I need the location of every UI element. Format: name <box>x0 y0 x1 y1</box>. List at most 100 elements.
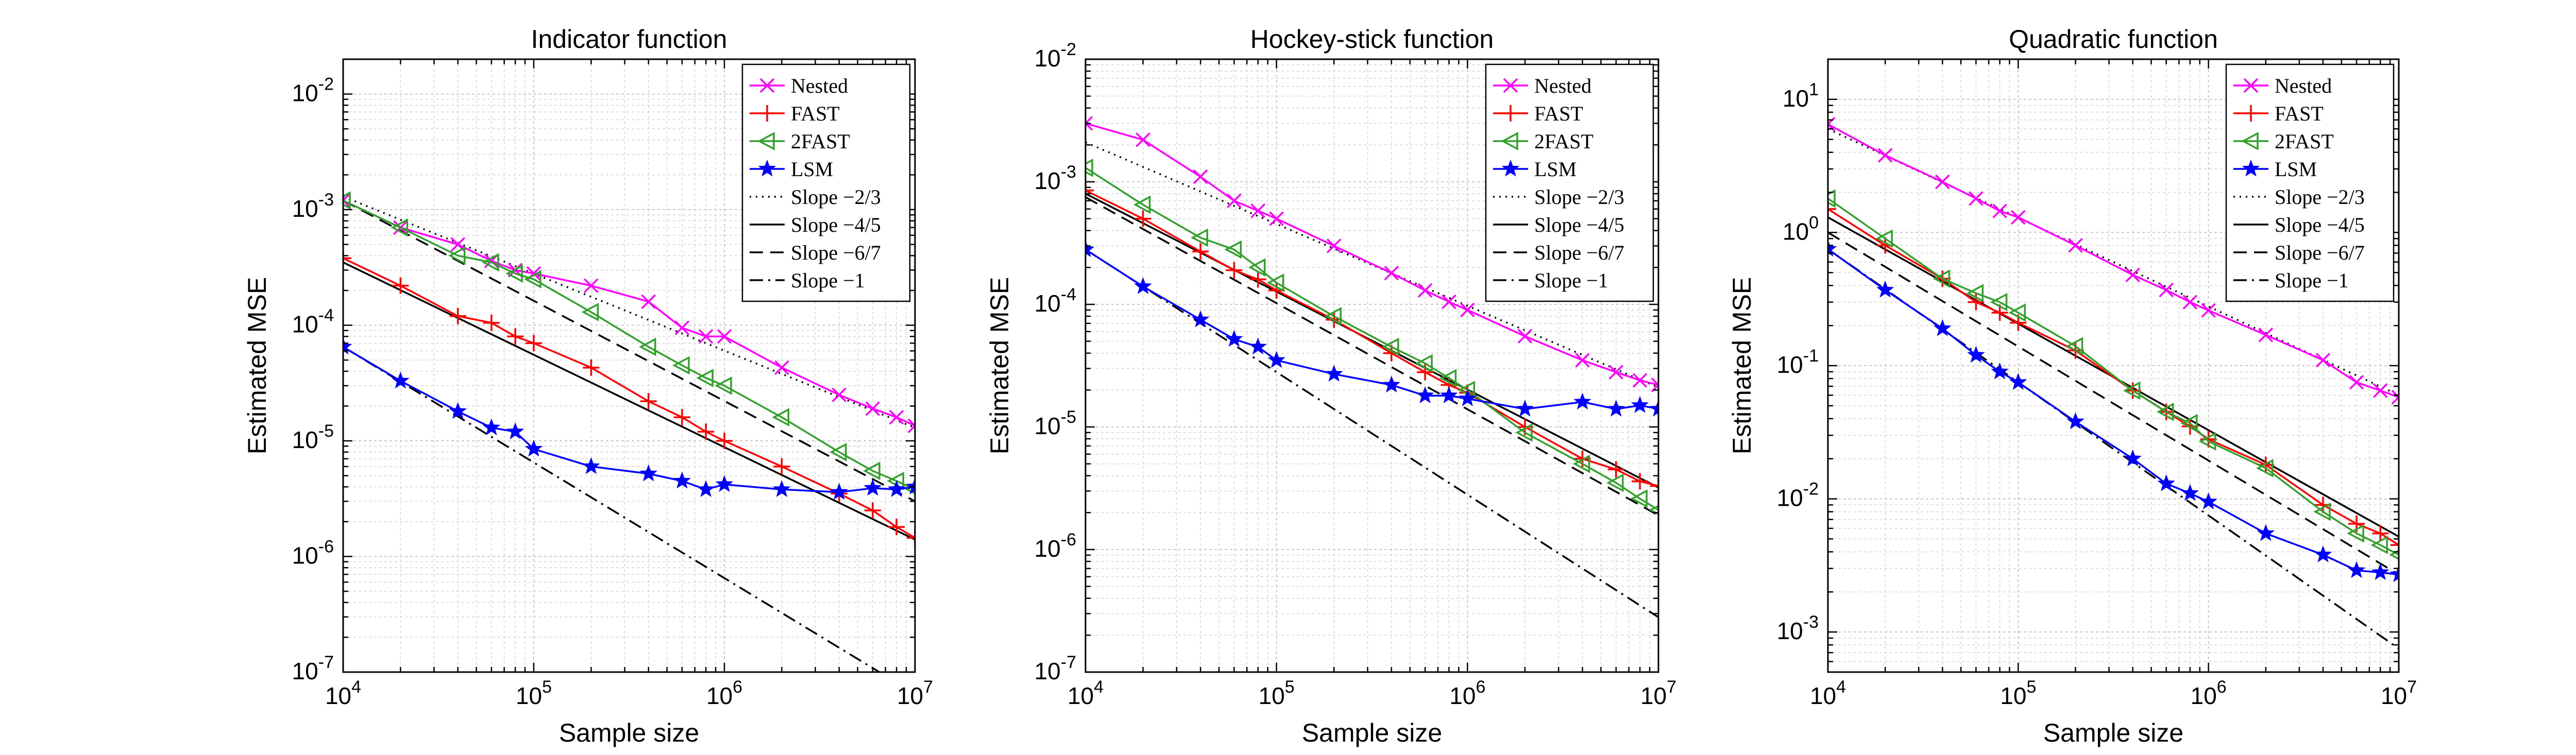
series-3-point-1 <box>392 371 410 389</box>
y-tick-label-4: 10-3 <box>292 190 334 222</box>
series-2-point-3 <box>1224 240 1242 259</box>
series-0-point-7 <box>641 294 656 309</box>
series-1-point-14 <box>1632 473 1649 490</box>
series-2-point-7 <box>639 337 656 356</box>
x-axis-label: Sample size <box>1302 718 1442 747</box>
series-3-point-2 <box>449 402 467 419</box>
series-2-point-13 <box>1606 473 1624 492</box>
reference-line-6 <box>1086 196 1658 517</box>
series-line-1 <box>1086 190 1658 487</box>
series-1-point-9 <box>698 423 715 440</box>
series-0-point-11 <box>1517 329 1533 344</box>
series-1-point-0 <box>1086 182 1094 199</box>
series-3-point-0 <box>1828 239 1837 257</box>
legend: Nested FAST 2FAST LSM Slope −2/3 Slope −4/5 Sl… <box>2225 63 2395 302</box>
series-2-point-13 <box>2347 524 2364 543</box>
series-3-point-14 <box>1631 396 1649 413</box>
series-3-point-15 <box>2389 565 2399 582</box>
x-tick-label-1: 105 <box>516 677 552 709</box>
series-0-point-5 <box>2011 210 2026 225</box>
series-1-point-14 <box>888 519 905 536</box>
series-0-point-14 <box>889 409 904 425</box>
y-tick-label-0: 10-7 <box>1035 653 1076 684</box>
legend: Nested FAST 2FAST LSM Slope −2/3 Slope −4/5 Sl… <box>741 63 911 302</box>
series-1-point-7 <box>640 393 657 410</box>
x-axis-label: Sample size <box>2043 718 2183 747</box>
series-3-point-12 <box>830 483 849 500</box>
series-3-point-11 <box>2257 524 2275 541</box>
legend-marker-3 <box>2242 159 2260 177</box>
series-3-point-11 <box>1516 400 1534 417</box>
series-2-point-2 <box>448 246 466 265</box>
legend-label-7: Slope −1 <box>791 269 865 292</box>
y-tick-label-2: 10-5 <box>1035 407 1076 439</box>
series-2-point-9 <box>2180 414 2198 433</box>
panel-indicator-function: 104 105 106 107 10-7 10-6 10-5 10-4 10-3 10-2 Indi… <box>243 25 933 747</box>
series-0-point-11 <box>2258 328 2274 342</box>
reference-line-6 <box>1828 231 2399 576</box>
y-axis-label: Estimated MSE <box>243 277 272 455</box>
series-2-point-14 <box>1630 489 1648 508</box>
series-line-0 <box>1828 123 2399 398</box>
y-tick-label-3: 10-4 <box>1035 285 1076 317</box>
series-0-point-6 <box>1327 238 1342 253</box>
series-line-2 <box>343 199 915 490</box>
data-layer <box>1086 116 1658 619</box>
series-1-point-0 <box>343 250 351 267</box>
series-2-point-8 <box>672 356 690 375</box>
series-3-point-6 <box>1325 365 1343 382</box>
series-0-point-4 <box>1992 203 2007 218</box>
series-0-point-3 <box>1227 193 1242 209</box>
legend-label-2: 2FAST <box>2275 130 2334 153</box>
legend-label-1: FAST <box>2275 102 2324 125</box>
x-tick-label-3: 107 <box>2381 677 2417 709</box>
x-tick-label-2: 106 <box>1449 677 1485 709</box>
panel-hockey-stick-function: 104 105 106 107 10-7 10-6 10-5 10-4 10-3 10-2 Hock… <box>985 25 1676 747</box>
series-3-point-9 <box>697 480 715 497</box>
series-2-point-11 <box>772 408 790 427</box>
y-axis-label: Estimated MSE <box>985 277 1014 455</box>
legend-label-0: Nested <box>1534 74 1591 97</box>
x-tick-label-0: 104 <box>1067 677 1104 709</box>
series-line-2 <box>1086 167 1658 511</box>
series-2-point-0 <box>343 191 351 210</box>
series-1-point-3 <box>483 314 500 331</box>
legend-label-5: Slope −4/5 <box>1534 213 1624 236</box>
series-2-point-1 <box>1875 229 1893 248</box>
legend-label-1: FAST <box>791 102 840 125</box>
series-2-point-13 <box>863 461 880 481</box>
series-3-point-8 <box>1416 386 1434 403</box>
legend-marker-1 <box>759 105 775 122</box>
series-3-point-7 <box>639 464 658 482</box>
series-2-point-12 <box>829 442 847 461</box>
series-3-point-4 <box>506 422 524 439</box>
series-2-point-3 <box>1966 284 1984 303</box>
x-tick-label-1: 105 <box>1259 677 1295 709</box>
series-1-point-5 <box>526 335 542 352</box>
legend: Nested FAST 2FAST LSM Slope −2/3 Slope −4/5 Sl… <box>1485 63 1654 302</box>
series-0-point-9 <box>2182 295 2198 310</box>
series-2-point-1 <box>1133 195 1151 214</box>
series-2-point-14 <box>2370 536 2388 555</box>
y-tick-label-3: 100 <box>1783 213 1819 245</box>
series-0-point-10 <box>717 329 732 344</box>
legend-marker-2 <box>2241 132 2259 150</box>
y-axis-label: Estimated MSE <box>1727 277 1756 455</box>
ticks <box>342 58 916 673</box>
series-0-point-11 <box>774 360 789 375</box>
legend-label-6: Slope −6/7 <box>2275 241 2365 264</box>
series-0-point-12 <box>832 387 846 402</box>
series-1-point-14 <box>2372 525 2389 542</box>
series-2-point-2 <box>1191 228 1208 247</box>
legend-box <box>1485 63 1654 302</box>
series-2-point-7 <box>2123 381 2141 400</box>
legend-marker-3 <box>758 159 776 177</box>
series-2-point-9 <box>1439 369 1457 388</box>
series-1-point-15 <box>1650 477 1658 494</box>
series-0-point-2 <box>1193 169 1208 184</box>
series-0-point-13 <box>865 401 880 416</box>
series-0-point-6 <box>2068 238 2083 253</box>
chart-title: Indicator function <box>531 25 727 54</box>
x-tick-label-2: 106 <box>2191 677 2227 709</box>
series-1-point-2 <box>449 307 466 324</box>
